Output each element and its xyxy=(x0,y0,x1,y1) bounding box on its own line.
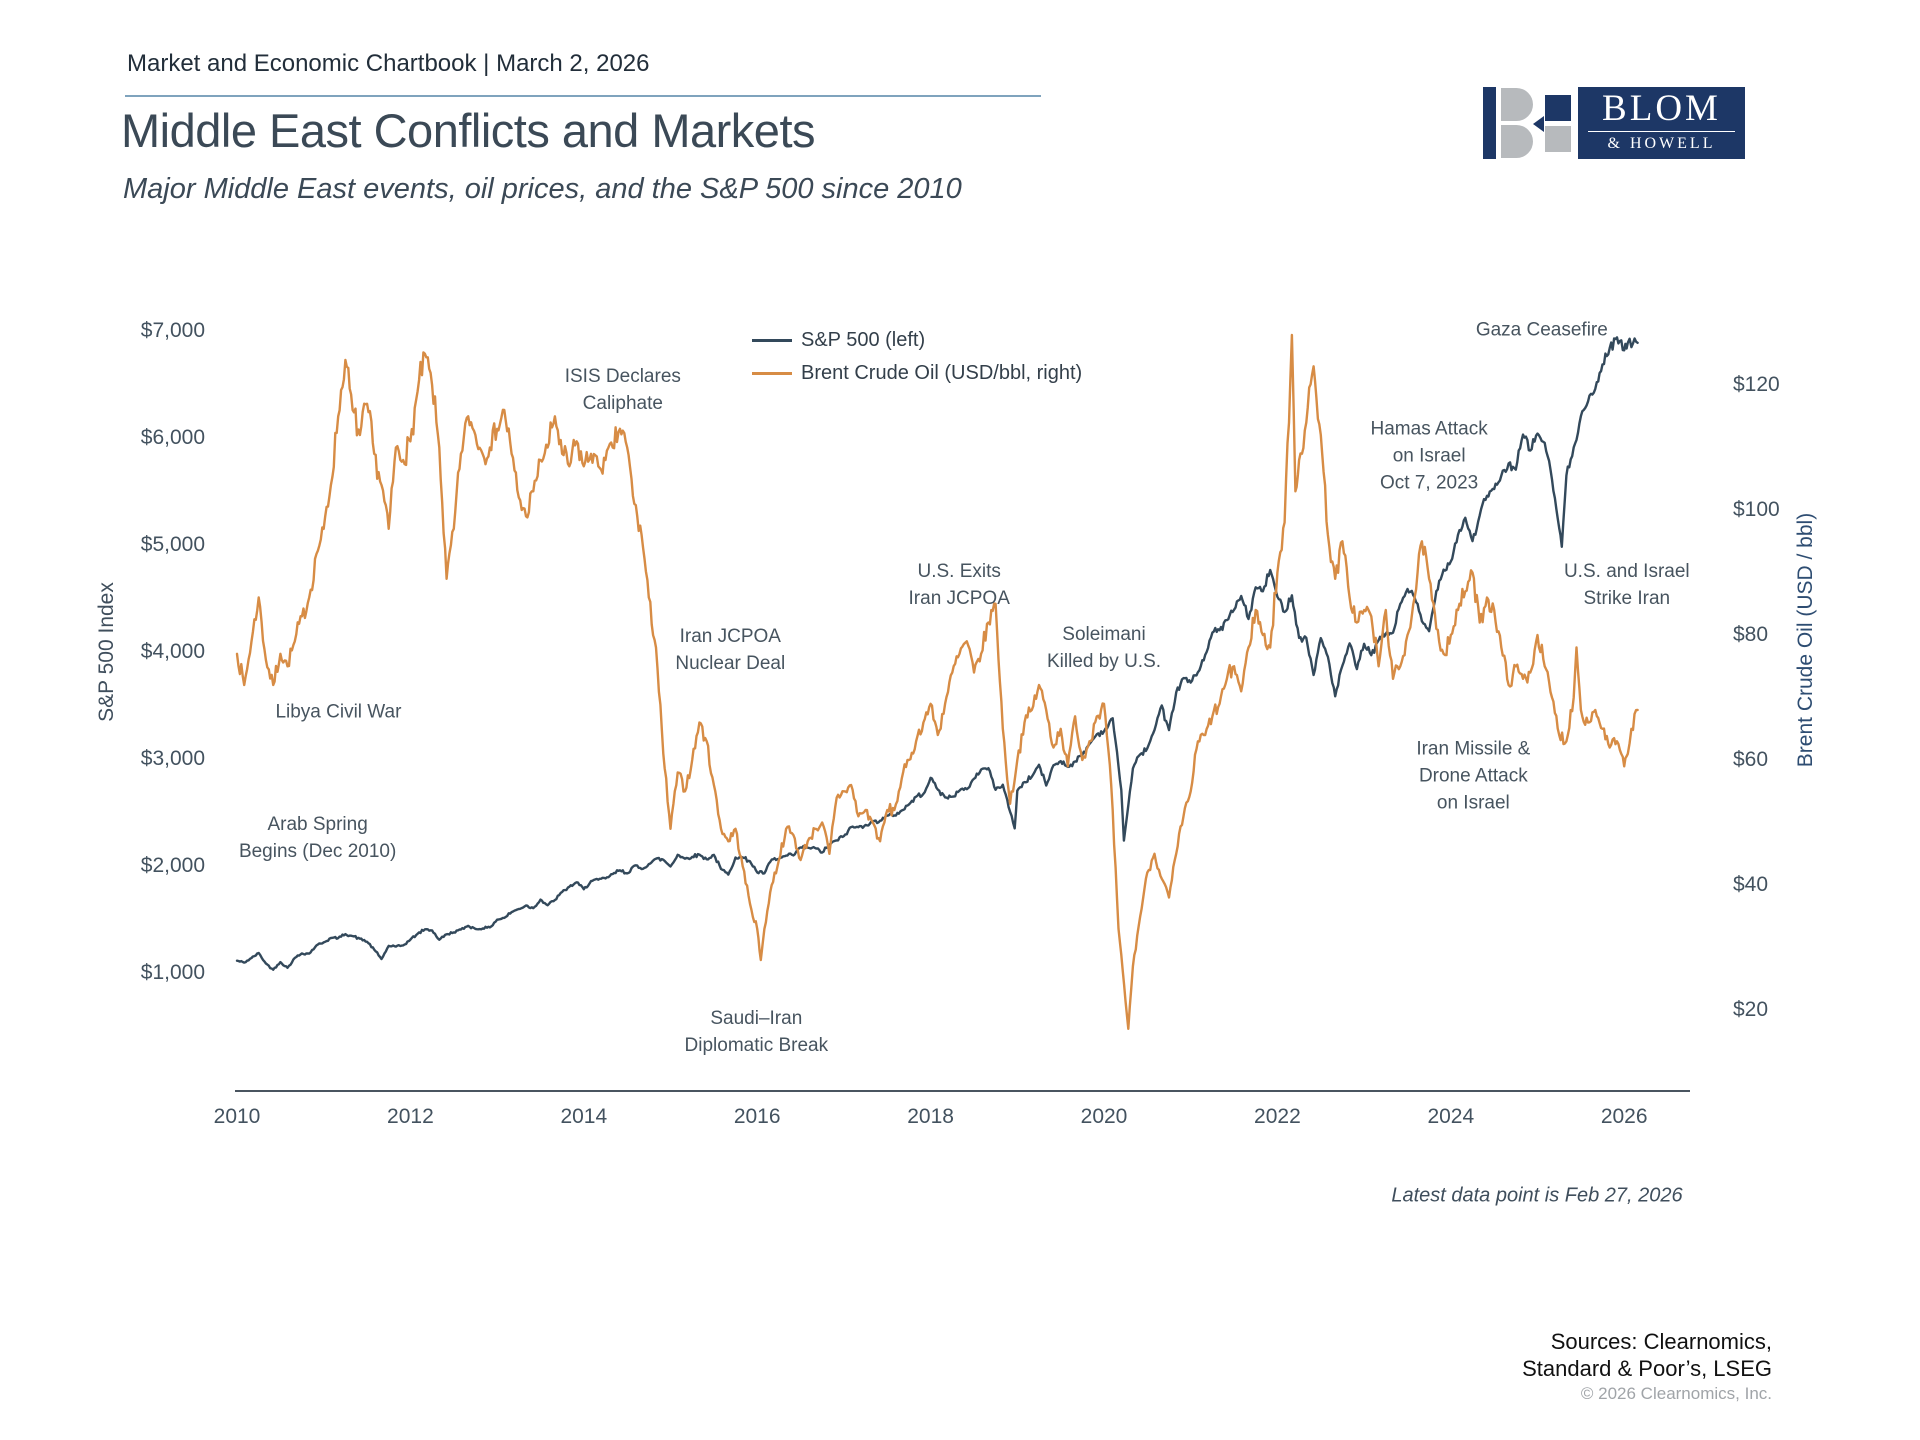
page-title: Middle East Conflicts and Markets xyxy=(121,104,816,157)
x-axis-tick-label: 2012 xyxy=(387,1105,434,1128)
header-divider xyxy=(125,95,1041,97)
sp500-line xyxy=(235,336,1639,971)
left-axis-tick-label: $3,000 xyxy=(140,747,205,770)
right-axis-tick-label: $80 xyxy=(1733,623,1769,646)
x-axis-tick-label: 2026 xyxy=(1600,1105,1648,1128)
logo-square-navy xyxy=(1545,95,1571,121)
logo-bar xyxy=(1483,87,1496,159)
chart-legend: S&P 500 (left) Brent Crude Oil (USD/bbl,… xyxy=(752,324,1082,390)
x-axis-tick-label: 2022 xyxy=(1254,1105,1301,1128)
event-annotation: Iran JCPOA Nuclear Deal xyxy=(675,623,785,677)
event-annotation-line: Nuclear Deal xyxy=(675,653,786,674)
right-axis-tick-label: $40 xyxy=(1733,873,1769,896)
event-annotation-line: on Israel xyxy=(1392,445,1466,467)
legend-swatch-brent xyxy=(752,372,792,375)
right-axis-tick-label: $120 xyxy=(1733,373,1780,396)
event-annotation-line: Libya Civil War xyxy=(275,701,402,723)
x-axis-tick-label: 2024 xyxy=(1427,1105,1475,1128)
event-annotation: Soleimani Killed by U.S. xyxy=(1047,621,1161,675)
logo-b-mark-lower xyxy=(1501,125,1533,158)
legend-item-sp500: S&P 500 (left) xyxy=(752,324,1082,357)
event-annotation: Arab Spring Begins (Dec 2010) xyxy=(239,811,396,865)
right-axis-tick-label: $20 xyxy=(1733,998,1769,1021)
event-annotation-line: Caliphate xyxy=(582,393,663,414)
event-annotation-line: Killed by U.S. xyxy=(1046,651,1162,672)
event-annotation-line: Hamas Attack xyxy=(1370,418,1488,440)
event-annotation-line: Strike Iran xyxy=(1583,588,1671,609)
left-axis-tick-label: $1,000 xyxy=(140,961,205,984)
left-axis-tick-label: $6,000 xyxy=(140,426,205,449)
x-axis-tick-label: 2016 xyxy=(733,1105,781,1128)
x-axis-tick-label: 2014 xyxy=(560,1105,608,1128)
event-annotation: Hamas Attack on Israel Oct 7, 2023 xyxy=(1371,416,1488,497)
sources-line-2: Standard & Poor’s, LSEG xyxy=(1522,1356,1772,1381)
event-annotation: Libya Civil War xyxy=(275,699,401,726)
legend-label-brent: Brent Crude Oil (USD/bbl, right) xyxy=(801,362,1083,384)
event-annotation-line: Oct 7, 2023 xyxy=(1380,472,1479,494)
event-annotation-line: Gaza Ceasefire xyxy=(1475,319,1608,341)
event-annotation: Saudi–Iran Diplomatic Break xyxy=(685,1005,829,1059)
event-annotation-line: Saudi–Iran xyxy=(710,1008,803,1029)
brent-line xyxy=(235,333,1639,1030)
legend-item-brent: Brent Crude Oil (USD/bbl, right) xyxy=(752,357,1082,390)
event-annotation: U.S. and Israel Strike Iran xyxy=(1564,558,1690,612)
logo-name: BLOM xyxy=(1602,88,1721,129)
event-annotation-line: Soleimani xyxy=(1062,624,1146,645)
logo-arrow-icon xyxy=(1533,116,1544,132)
event-annotation-line: Iran JCPOA xyxy=(679,626,781,647)
logo-square-gray xyxy=(1545,126,1571,152)
x-axis-tick-label: 2018 xyxy=(907,1105,954,1128)
event-annotation-line: ISIS Declares xyxy=(564,366,681,387)
event-annotation: Gaza Ceasefire xyxy=(1476,317,1608,344)
event-annotation-line: on Israel xyxy=(1436,792,1510,814)
copyright: © 2026 Clearnomics, Inc. xyxy=(1580,1384,1772,1403)
logo-wordmark: BLOM & HOWELL xyxy=(1578,87,1745,159)
left-axis-tick-label: $2,000 xyxy=(140,854,205,877)
event-annotation-line: Begins (Dec 2010) xyxy=(238,841,397,862)
left-axis-tick-label: $5,000 xyxy=(140,533,205,556)
left-axis-tick-label: $7,000 xyxy=(140,319,205,342)
page-subtitle: Major Middle East events, oil prices, an… xyxy=(123,173,962,205)
company-logo: BLOM & HOWELL xyxy=(1483,87,1745,159)
event-annotation: Iran Missile & Drone Attack on Israel xyxy=(1416,736,1530,817)
x-axis-tick-label: 2010 xyxy=(213,1105,261,1128)
sources-line-1: Sources: Clearnomics, xyxy=(1550,1329,1772,1354)
event-annotation-line: Arab Spring xyxy=(267,814,368,835)
event-annotation-line: U.S. and Israel xyxy=(1563,561,1690,582)
event-annotation: ISIS Declares Caliphate xyxy=(565,363,681,417)
event-annotation-line: U.S. Exits xyxy=(917,561,1001,582)
x-axis-tick-label: 2020 xyxy=(1080,1105,1128,1128)
sources-block: Sources: Clearnomics, Standard & Poor’s,… xyxy=(1522,1328,1772,1406)
logo-b-mark xyxy=(1501,88,1533,121)
legend-swatch-sp500 xyxy=(752,339,792,342)
legend-label-sp500: S&P 500 (left) xyxy=(801,329,926,351)
latest-data-footnote: Latest data point is Feb 27, 2026 xyxy=(1391,1184,1683,1207)
event-annotation-line: Drone Attack xyxy=(1418,765,1528,787)
left-axis-tick-label: $4,000 xyxy=(140,640,205,663)
event-annotation-line: Iran Missile & xyxy=(1416,738,1531,760)
right-axis-tick-label: $60 xyxy=(1733,748,1769,771)
report-kicker: Market and Economic Chartbook | March 2,… xyxy=(127,50,650,77)
event-annotation-line: Diplomatic Break xyxy=(684,1035,829,1056)
event-annotation-line: Iran JCPOA xyxy=(908,588,1010,609)
logo-suffix: & HOWELL xyxy=(1588,131,1735,153)
event-annotation: U.S. Exits Iran JCPOA xyxy=(909,558,1010,612)
right-axis-tick-label: $100 xyxy=(1733,498,1780,521)
